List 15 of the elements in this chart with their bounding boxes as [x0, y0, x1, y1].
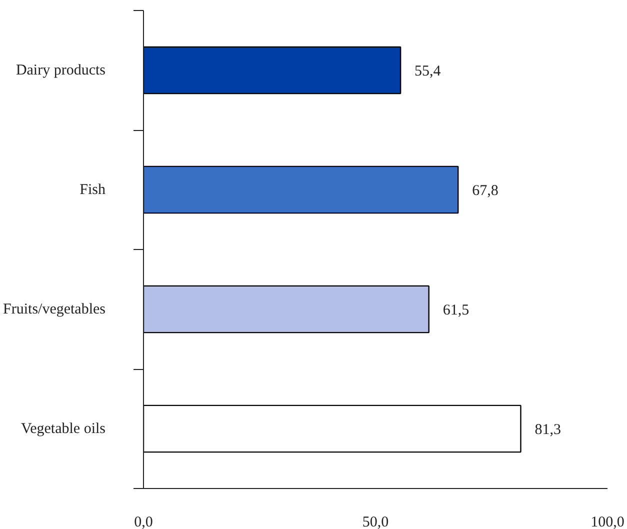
data-label: 55,4	[414, 63, 442, 80]
bar	[144, 404, 522, 453]
x-tick-label: 100,0	[590, 514, 624, 529]
data-label: 67,8	[472, 182, 498, 199]
bar	[144, 166, 459, 214]
x-tick-label: 0,0	[134, 514, 153, 529]
y-tick-label: Fish	[80, 182, 106, 198]
bar	[144, 285, 430, 334]
data-label: 61,5	[442, 302, 470, 318]
bar	[144, 46, 402, 94]
y-tick-label: Fruits/vegetables	[3, 301, 106, 318]
y-tick-label: Dairy products	[16, 62, 106, 78]
x-tick-label: 50,0	[362, 514, 389, 529]
data-label: 81,3	[534, 422, 561, 438]
y-tick-label: Vegetable oils	[20, 420, 106, 437]
